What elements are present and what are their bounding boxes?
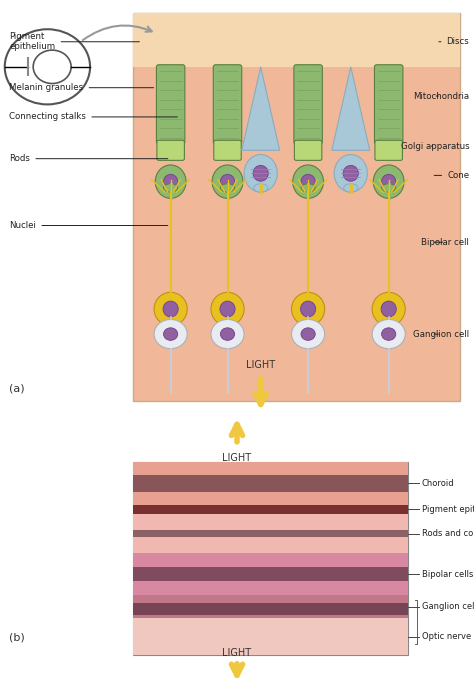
- Text: Bipolar cells: Bipolar cells: [422, 569, 473, 578]
- Text: Cone: Cone: [434, 171, 469, 180]
- FancyBboxPatch shape: [213, 65, 242, 144]
- FancyBboxPatch shape: [133, 567, 408, 581]
- Polygon shape: [332, 67, 370, 150]
- Ellipse shape: [382, 184, 396, 192]
- Ellipse shape: [381, 301, 396, 317]
- Text: Golgi apparatus: Golgi apparatus: [401, 142, 469, 150]
- FancyBboxPatch shape: [157, 141, 184, 160]
- Text: Pigment epithelium: Pigment epithelium: [422, 505, 474, 514]
- Ellipse shape: [164, 328, 178, 340]
- Ellipse shape: [212, 165, 243, 198]
- FancyBboxPatch shape: [214, 141, 241, 160]
- Text: Ganglion cell: Ganglion cell: [413, 330, 469, 338]
- Text: (b): (b): [9, 633, 25, 642]
- Ellipse shape: [211, 319, 244, 349]
- Text: Connecting stalks: Connecting stalks: [9, 113, 177, 121]
- FancyBboxPatch shape: [133, 505, 408, 514]
- FancyBboxPatch shape: [133, 462, 408, 505]
- Ellipse shape: [373, 165, 404, 198]
- Text: (a): (a): [9, 383, 25, 393]
- Ellipse shape: [164, 184, 178, 192]
- Ellipse shape: [154, 292, 187, 326]
- Ellipse shape: [292, 292, 325, 326]
- Text: LIGHT: LIGHT: [222, 648, 252, 658]
- Text: Nuclei: Nuclei: [9, 221, 168, 230]
- FancyBboxPatch shape: [133, 553, 408, 595]
- Ellipse shape: [382, 175, 396, 189]
- Ellipse shape: [164, 175, 178, 189]
- Polygon shape: [242, 67, 280, 150]
- FancyBboxPatch shape: [133, 530, 408, 537]
- Ellipse shape: [301, 328, 315, 340]
- Ellipse shape: [253, 166, 268, 181]
- Ellipse shape: [301, 184, 315, 192]
- FancyBboxPatch shape: [133, 619, 408, 655]
- Ellipse shape: [334, 155, 367, 192]
- FancyBboxPatch shape: [294, 65, 322, 144]
- Ellipse shape: [155, 165, 186, 198]
- Ellipse shape: [343, 166, 358, 181]
- FancyBboxPatch shape: [133, 595, 408, 619]
- Text: Melanin granules: Melanin granules: [9, 84, 154, 92]
- FancyBboxPatch shape: [375, 141, 402, 160]
- Ellipse shape: [220, 301, 235, 317]
- Ellipse shape: [254, 184, 268, 192]
- Text: Mitochondria: Mitochondria: [413, 92, 469, 100]
- FancyBboxPatch shape: [156, 65, 185, 144]
- Ellipse shape: [220, 175, 235, 189]
- FancyBboxPatch shape: [133, 514, 408, 553]
- Text: LIGHT: LIGHT: [222, 453, 252, 464]
- Ellipse shape: [244, 155, 277, 192]
- Text: Ganglion cells: Ganglion cells: [422, 602, 474, 611]
- Text: Rods: Rods: [9, 155, 168, 163]
- Ellipse shape: [292, 319, 325, 349]
- Ellipse shape: [163, 301, 178, 317]
- Text: Rods and cones: Rods and cones: [422, 529, 474, 538]
- FancyBboxPatch shape: [374, 65, 403, 144]
- Ellipse shape: [372, 319, 405, 349]
- Text: Discs: Discs: [439, 38, 469, 46]
- Ellipse shape: [211, 292, 244, 326]
- FancyBboxPatch shape: [133, 13, 460, 67]
- Ellipse shape: [220, 184, 235, 192]
- Text: Choroid: Choroid: [422, 479, 455, 488]
- Ellipse shape: [372, 292, 405, 326]
- Ellipse shape: [220, 328, 235, 340]
- Ellipse shape: [293, 165, 323, 198]
- Ellipse shape: [301, 175, 315, 189]
- Ellipse shape: [344, 184, 358, 192]
- Text: Pigment
epithelium: Pigment epithelium: [9, 32, 139, 52]
- Ellipse shape: [301, 301, 316, 317]
- Text: LIGHT: LIGHT: [246, 360, 275, 370]
- Ellipse shape: [154, 319, 187, 349]
- Text: Optic nerve axons: Optic nerve axons: [422, 632, 474, 641]
- FancyBboxPatch shape: [133, 13, 460, 401]
- FancyBboxPatch shape: [294, 141, 322, 160]
- FancyBboxPatch shape: [133, 475, 408, 492]
- Text: Bipolar cell: Bipolar cell: [421, 238, 469, 246]
- FancyBboxPatch shape: [133, 603, 408, 615]
- Ellipse shape: [382, 328, 396, 340]
